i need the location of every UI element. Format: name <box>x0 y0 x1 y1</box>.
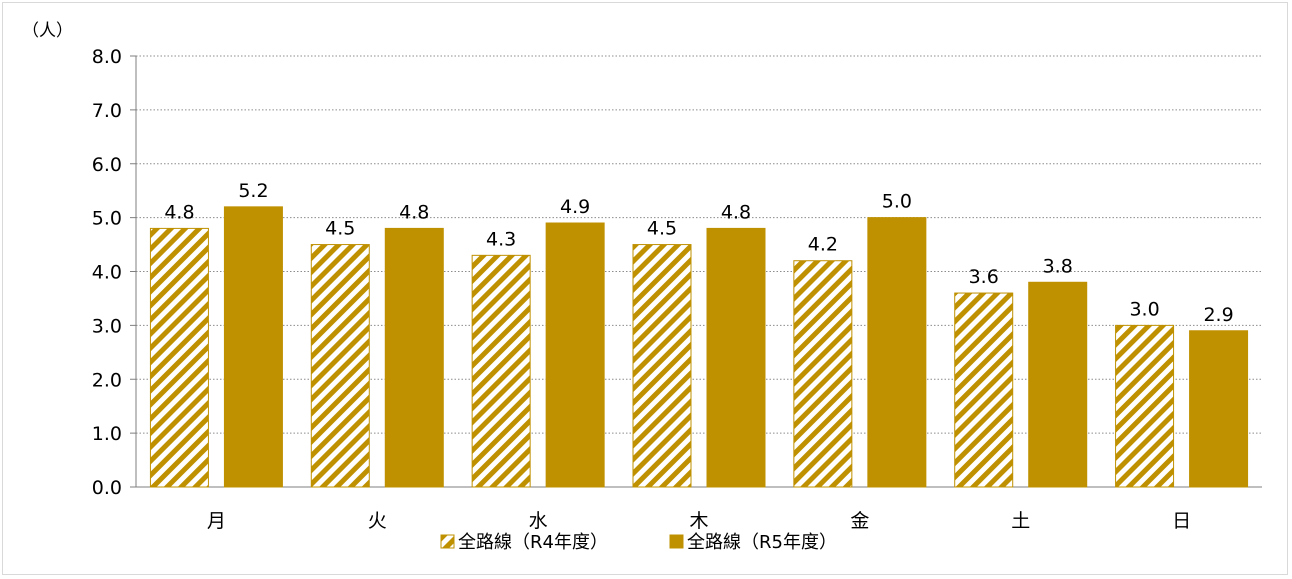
gridlines <box>136 55 1262 434</box>
data-label: 4.9 <box>560 196 590 218</box>
x-tick-label: 木 <box>689 510 708 532</box>
legend-label-r5: 全路線（R5年度） <box>687 532 837 553</box>
bar-r4-2 <box>471 254 531 488</box>
data-label: 2.9 <box>1203 304 1233 326</box>
bar-r4-0 <box>149 227 209 488</box>
y-tick-label: 8.0 <box>92 46 122 68</box>
x-tick-label: 土 <box>1011 510 1030 532</box>
bar-r4-4 <box>793 260 853 488</box>
data-label: 3.8 <box>1043 255 1073 277</box>
axes: 0.0 1.0 2.0 3.0 4.0 5.0 6.0 7.0 8.0 月 火 水 木 金 土 日 <box>92 46 1262 532</box>
x-tick-label: 月 <box>207 510 226 532</box>
bar-r4-3 <box>632 244 692 488</box>
x-tick-label: 水 <box>529 510 548 532</box>
bar-r4-1 <box>310 244 370 488</box>
y-tick-label: 2.0 <box>92 369 122 391</box>
data-label: 3.6 <box>969 266 999 288</box>
y-tick-label: 7.0 <box>92 100 122 122</box>
y-axis-unit-label: （人） <box>22 21 73 41</box>
bar-r4-5 <box>954 292 1014 488</box>
data-label: 4.5 <box>647 218 677 240</box>
legend: 全路線（R4年度） 全路線（R5年度） <box>440 532 837 553</box>
data-label: 4.5 <box>325 218 355 240</box>
bar-r5-5 <box>1028 281 1088 488</box>
data-label: 4.8 <box>164 201 194 223</box>
data-label: 4.2 <box>808 234 838 256</box>
data-labels: 4.8 5.2 4.5 4.8 4.3 4.9 4.5 4.8 4.2 5.0 3.6 3.8 3.0 2… <box>164 180 1233 326</box>
data-label: 4.8 <box>399 201 429 223</box>
bar-r4-6 <box>1115 324 1175 488</box>
y-tick-label: 3.0 <box>92 315 122 337</box>
data-label: 5.2 <box>238 180 268 202</box>
legend-label-r4: 全路線（R4年度） <box>458 532 608 553</box>
x-tick-label: 火 <box>368 510 387 532</box>
bar-r5-6 <box>1189 330 1249 488</box>
data-label: 5.0 <box>882 191 912 213</box>
bar-r5-2 <box>545 222 605 488</box>
legend-swatch-r5 <box>669 534 684 549</box>
y-tick-label: 5.0 <box>92 208 122 230</box>
y-tick-label: 6.0 <box>92 154 122 176</box>
bars <box>149 206 1249 488</box>
data-label: 4.8 <box>721 201 751 223</box>
x-tick-label: 日 <box>1172 510 1191 532</box>
data-label: 4.3 <box>486 228 516 250</box>
bar-r5-1 <box>384 227 444 488</box>
bar-r5-3 <box>706 227 766 488</box>
bar-r5-0 <box>223 206 283 488</box>
legend-swatch-r4 <box>440 534 455 549</box>
y-tick-label: 1.0 <box>92 423 122 445</box>
x-tick-label: 金 <box>850 510 869 532</box>
y-tick-label: 4.0 <box>92 262 122 284</box>
data-label: 3.0 <box>1129 298 1159 320</box>
bar-r5-4 <box>867 217 927 488</box>
y-tick-label: 0.0 <box>92 477 122 499</box>
